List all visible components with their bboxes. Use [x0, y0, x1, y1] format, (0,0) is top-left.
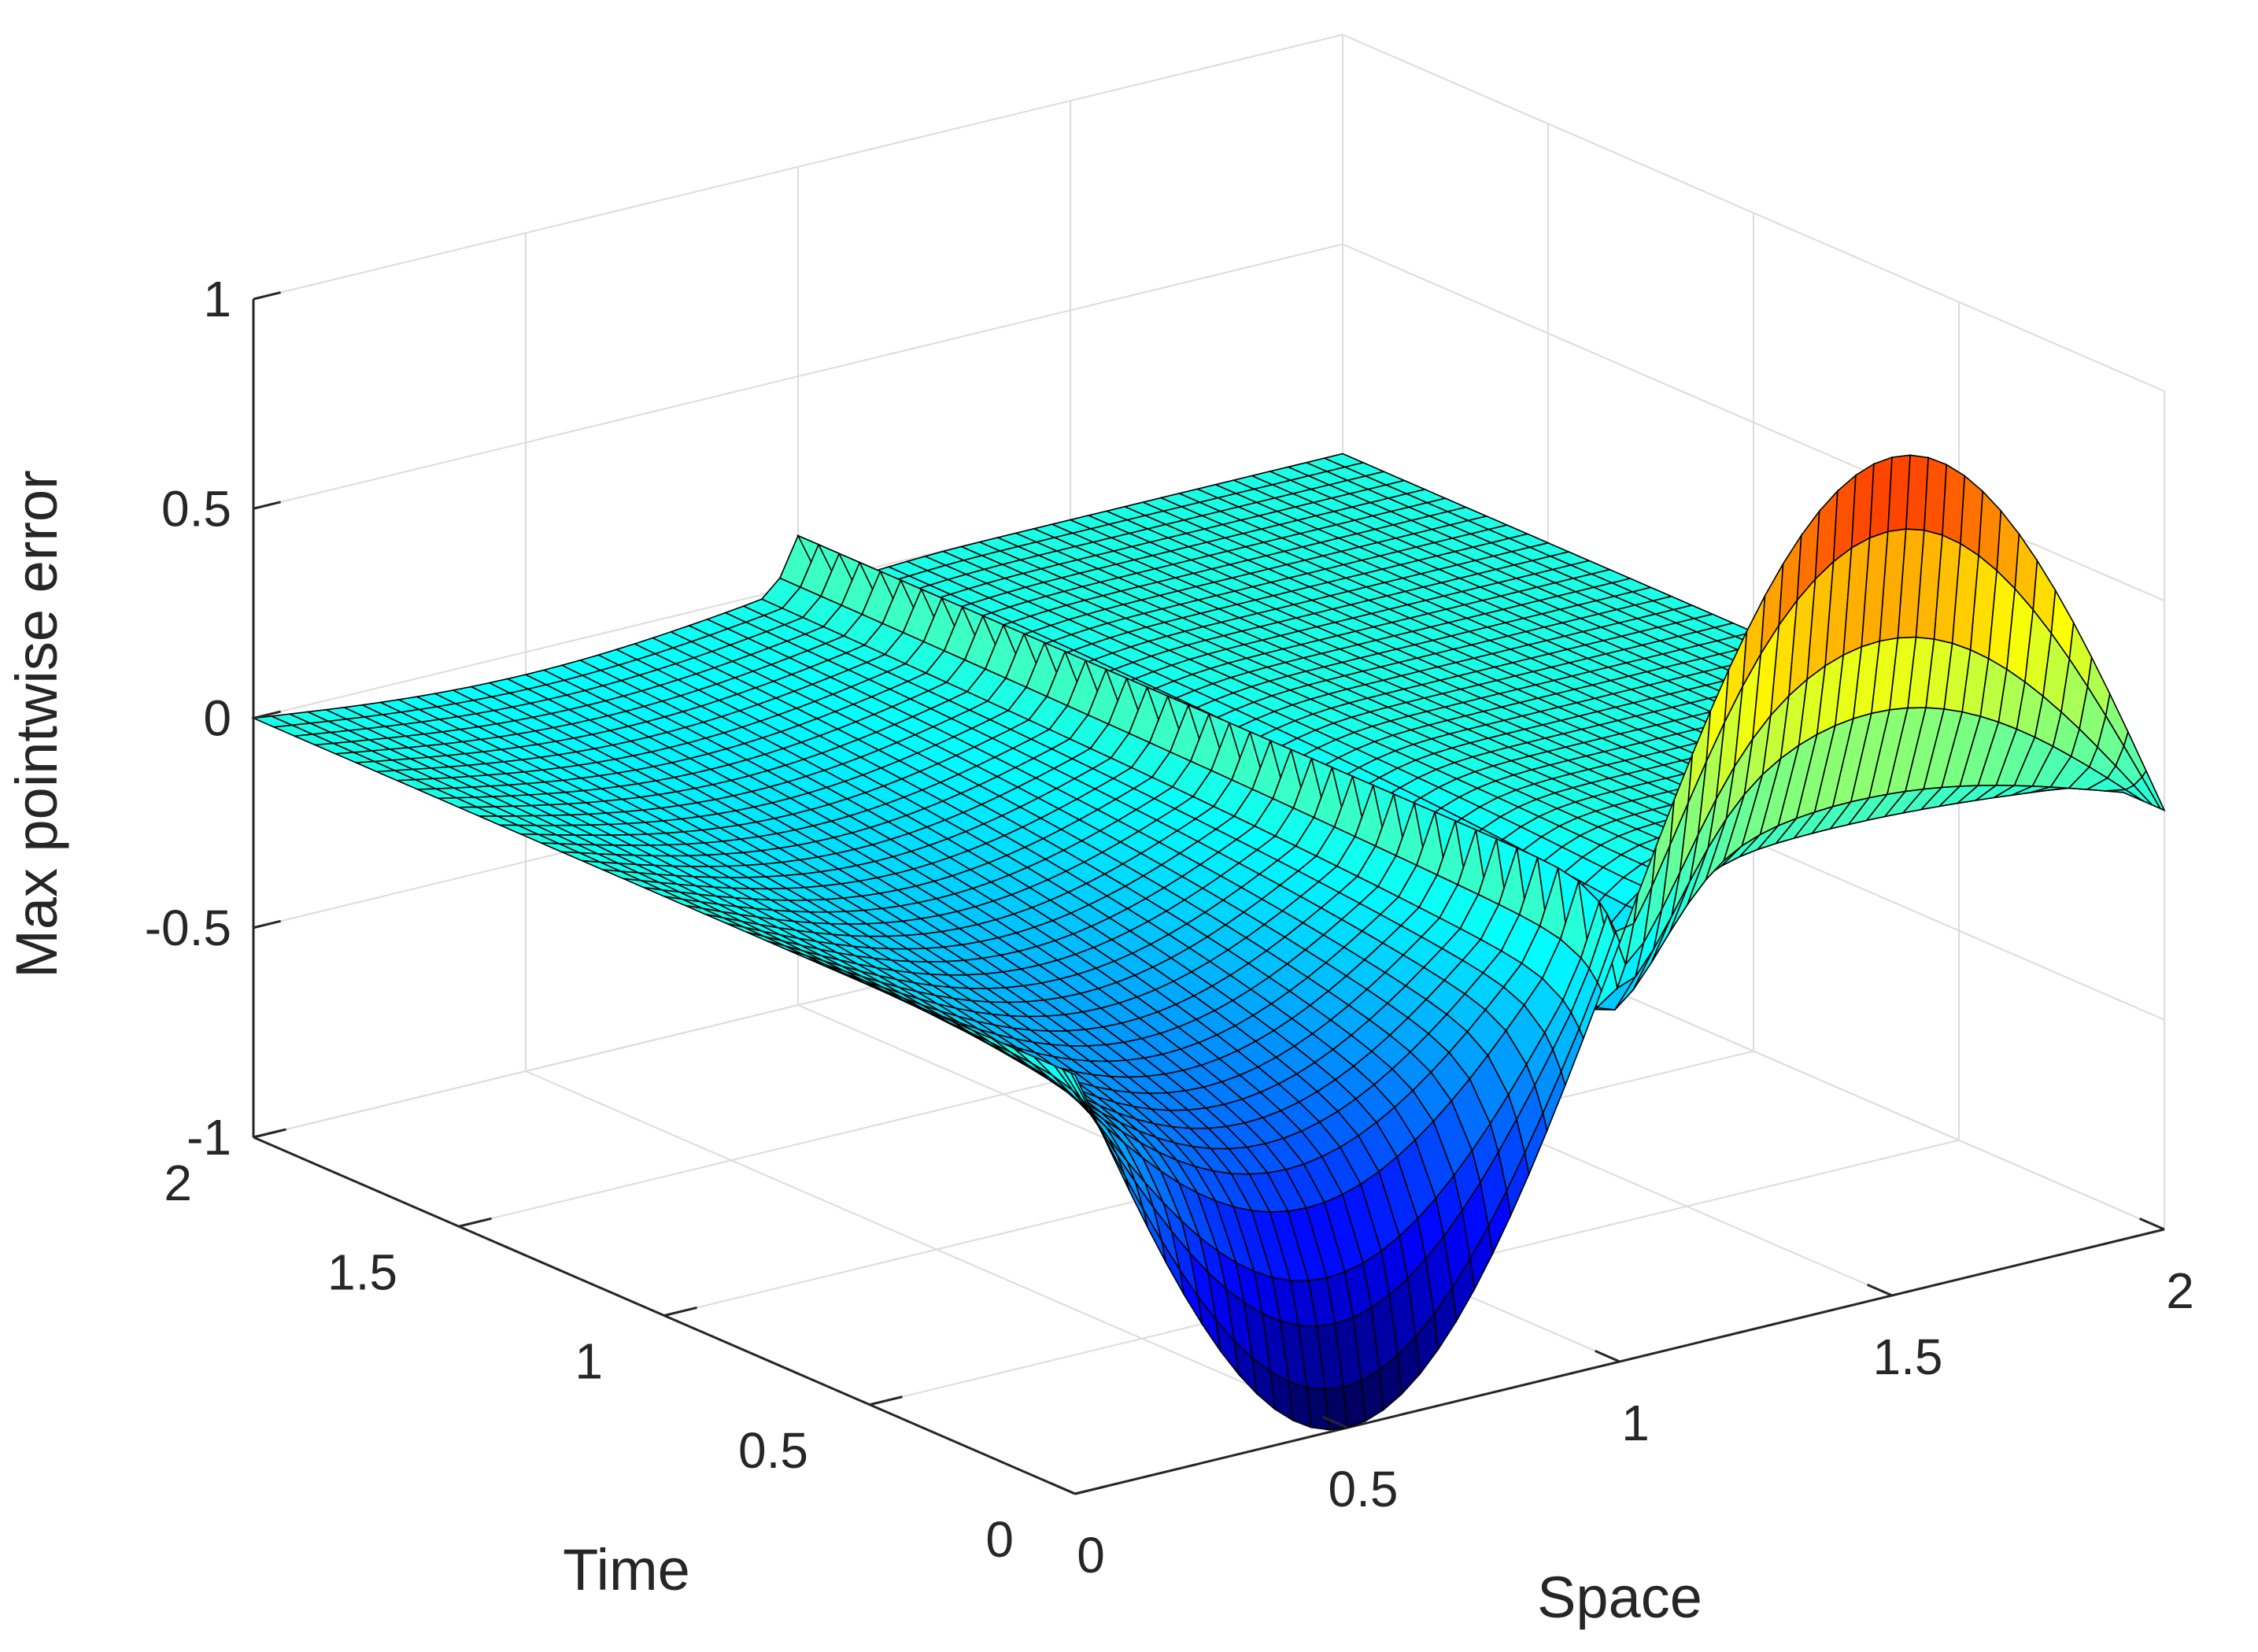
- wall-gridline: [253, 34, 1343, 300]
- z-tick: [253, 501, 281, 510]
- z-tick-label: 0.5: [161, 480, 231, 537]
- x-tick: [1050, 1482, 1076, 1495]
- x-tick-label: 0.5: [1329, 1461, 1399, 1517]
- surface-mesh: [250, 453, 2166, 1431]
- z-tick-label: 1: [203, 271, 231, 327]
- wall-gridline: [1342, 243, 2165, 602]
- x-tick: [1322, 1416, 1348, 1429]
- x-tick: [2139, 1218, 2165, 1231]
- x-tick-label: 2: [2166, 1262, 2194, 1319]
- y-tick: [869, 1395, 903, 1406]
- z-tick: [253, 919, 281, 929]
- x-tick-label: 1: [1621, 1395, 1650, 1451]
- y-tick-label: 0.5: [738, 1422, 808, 1479]
- wall-gridline: [1342, 34, 2165, 392]
- y-tick: [663, 1306, 697, 1317]
- y-tick-label: 1: [575, 1333, 603, 1390]
- tick-layer: 000.50.5 11 1.51.5 22-1-0.500.51: [145, 271, 2194, 1584]
- x-tick-label: 0: [1077, 1527, 1105, 1584]
- y-tick-label: 2: [164, 1155, 192, 1211]
- x-axis-title: Space: [1537, 1565, 1702, 1630]
- z-tick: [253, 291, 281, 301]
- z-tick: [253, 1129, 281, 1139]
- z-tick-label: -1: [187, 1109, 231, 1166]
- x-tick: [1867, 1284, 1893, 1297]
- x-tick: [1595, 1350, 1621, 1363]
- z-tick-label: 0: [203, 690, 231, 747]
- y-tick-label: 1.5: [327, 1244, 397, 1300]
- z-axis-title: Max pointwise error: [4, 470, 69, 978]
- y-tick: [458, 1217, 492, 1228]
- y-tick-label: 0: [985, 1511, 1014, 1568]
- z-tick-label: -0.5: [145, 900, 231, 956]
- surface-cell: [2141, 769, 2166, 812]
- z-tick: [253, 710, 281, 719]
- y-axis-title: Time: [563, 1537, 690, 1602]
- x-tick-label: 1.5: [1873, 1329, 1943, 1385]
- y-tick: [1074, 1484, 1108, 1495]
- wall-gridline: [253, 243, 1343, 510]
